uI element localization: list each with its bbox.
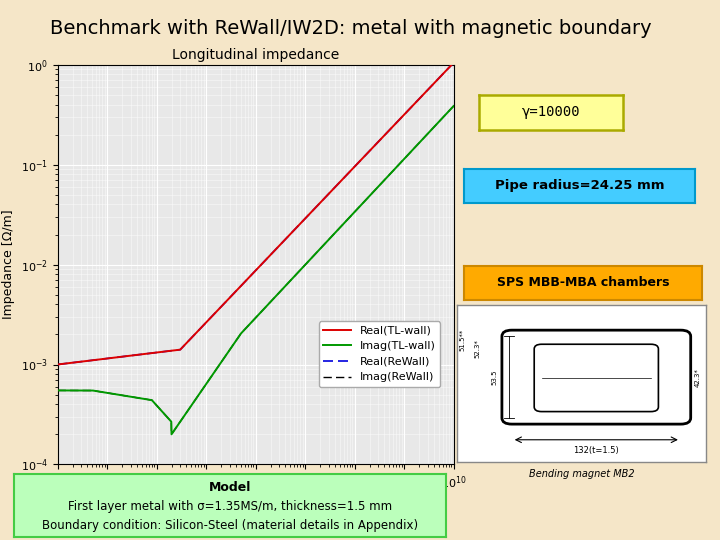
Text: First layer metal with σ=1.35MS/m, thickness=1.5 mm: First layer metal with σ=1.35MS/m, thick…: [68, 500, 392, 513]
Text: SPS MBB-MBA chambers: SPS MBB-MBA chambers: [497, 276, 670, 289]
Text: Bending magnet MB2: Bending magnet MB2: [528, 469, 634, 479]
Text: Benchmark with ReWall/IW2D: metal with magnetic boundary: Benchmark with ReWall/IW2D: metal with m…: [50, 19, 652, 38]
Text: 132(t=1.5): 132(t=1.5): [573, 446, 619, 455]
Y-axis label: Impedance [Ω/m]: Impedance [Ω/m]: [2, 210, 15, 320]
Title: Longitudinal impedance: Longitudinal impedance: [172, 48, 339, 62]
Text: Boundary condition: Silicon-Steel (material details in Appendix): Boundary condition: Silicon-Steel (mater…: [42, 519, 418, 532]
Legend: Real(TL-wall), Imag(TL-wall), Real(ReWall), Imag(ReWall): Real(TL-wall), Imag(TL-wall), Real(ReWal…: [319, 321, 440, 387]
Text: γ=10000: γ=10000: [521, 105, 580, 119]
Text: 53.5: 53.5: [492, 369, 498, 385]
Text: 52.3*: 52.3*: [474, 340, 480, 359]
Text: Model: Model: [210, 481, 251, 494]
Text: 51.5**: 51.5**: [459, 328, 465, 350]
Text: Pipe radius=24.25 mm: Pipe radius=24.25 mm: [495, 179, 665, 192]
Text: 42.3*: 42.3*: [695, 368, 701, 387]
X-axis label: Frequency [Hz]: Frequency [Hz]: [197, 496, 315, 510]
